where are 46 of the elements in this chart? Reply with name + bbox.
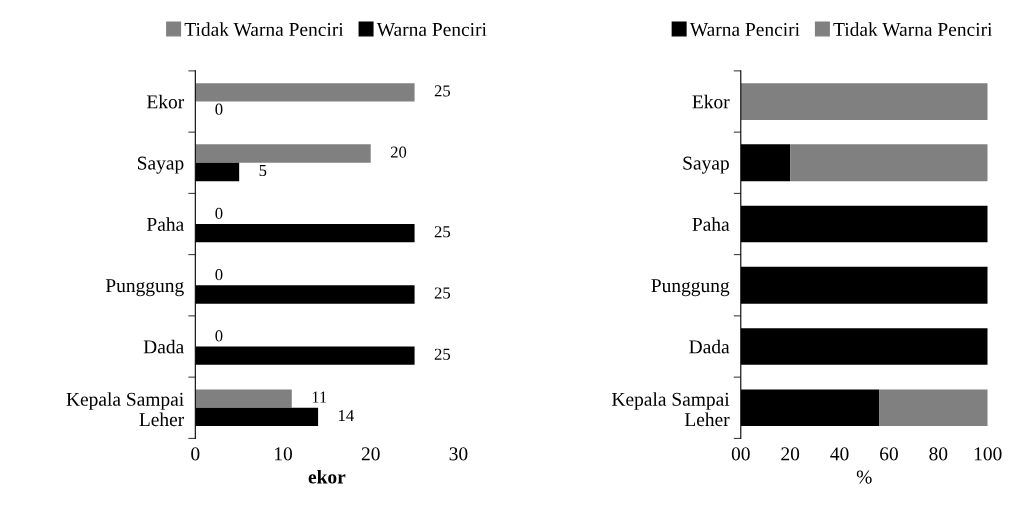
data-label: 0 — [215, 268, 223, 281]
legend-label: Tidak Warna Penciri — [833, 22, 993, 37]
y-tick-label: Sayap — [683, 156, 729, 174]
x-tick-label: 40 — [830, 447, 849, 461]
y-tick-label: Ekor — [146, 94, 185, 109]
data-label: 11 — [312, 391, 327, 403]
data-label: 25 — [434, 287, 451, 299]
bar — [879, 389, 988, 427]
data-label: 25 — [434, 348, 451, 360]
bar — [740, 83, 988, 120]
y-tick-label: Punggung — [105, 279, 184, 297]
legend-label: Tidak Warna Penciri — [184, 22, 344, 37]
y-tick-label: Paha — [146, 217, 184, 231]
x-axis-title: % — [856, 470, 872, 484]
data-label: 25 — [434, 226, 451, 238]
y-tick-label: Paha — [692, 217, 730, 231]
x-tick-label: 100 — [974, 447, 1002, 461]
data-label: 0 — [215, 207, 223, 219]
x-tick-label: 10 — [275, 447, 292, 461]
x-tick-label: 0 — [191, 447, 200, 461]
y-tick-label: Dada — [143, 339, 184, 354]
x-tick-label: 20 — [361, 447, 380, 461]
y-tick-label: Punggung — [651, 279, 730, 297]
x-tick-label: 00 — [731, 447, 750, 461]
legend-label: Warna Penciri — [689, 22, 800, 37]
y-tick-label: Sayap — [137, 156, 184, 174]
data-label: 0 — [215, 330, 223, 342]
data-label: 14 — [339, 409, 354, 421]
y-tick-label: Ekor — [692, 94, 730, 109]
y-tick-label: Kepala Sampai Leher — [66, 392, 185, 427]
x-tick-label: 20 — [781, 447, 800, 461]
data-label: 25 — [434, 85, 451, 97]
bar — [195, 389, 292, 408]
bar — [195, 83, 415, 102]
y-tick-label: Dada — [689, 339, 730, 354]
legend-label: Warna Penciri — [376, 22, 487, 37]
bar — [195, 144, 371, 163]
data-label: 5 — [259, 165, 267, 177]
x-axis-title: ekor — [308, 469, 346, 484]
bar — [790, 144, 988, 182]
data-label: 20 — [390, 146, 407, 158]
y-tick-label: Kepala Sampai Leher — [611, 392, 730, 427]
data-label: 0 — [215, 103, 223, 115]
x-tick-label: 30 — [449, 447, 468, 461]
x-tick-label: 60 — [880, 447, 898, 461]
x-tick-label: 80 — [929, 447, 948, 461]
